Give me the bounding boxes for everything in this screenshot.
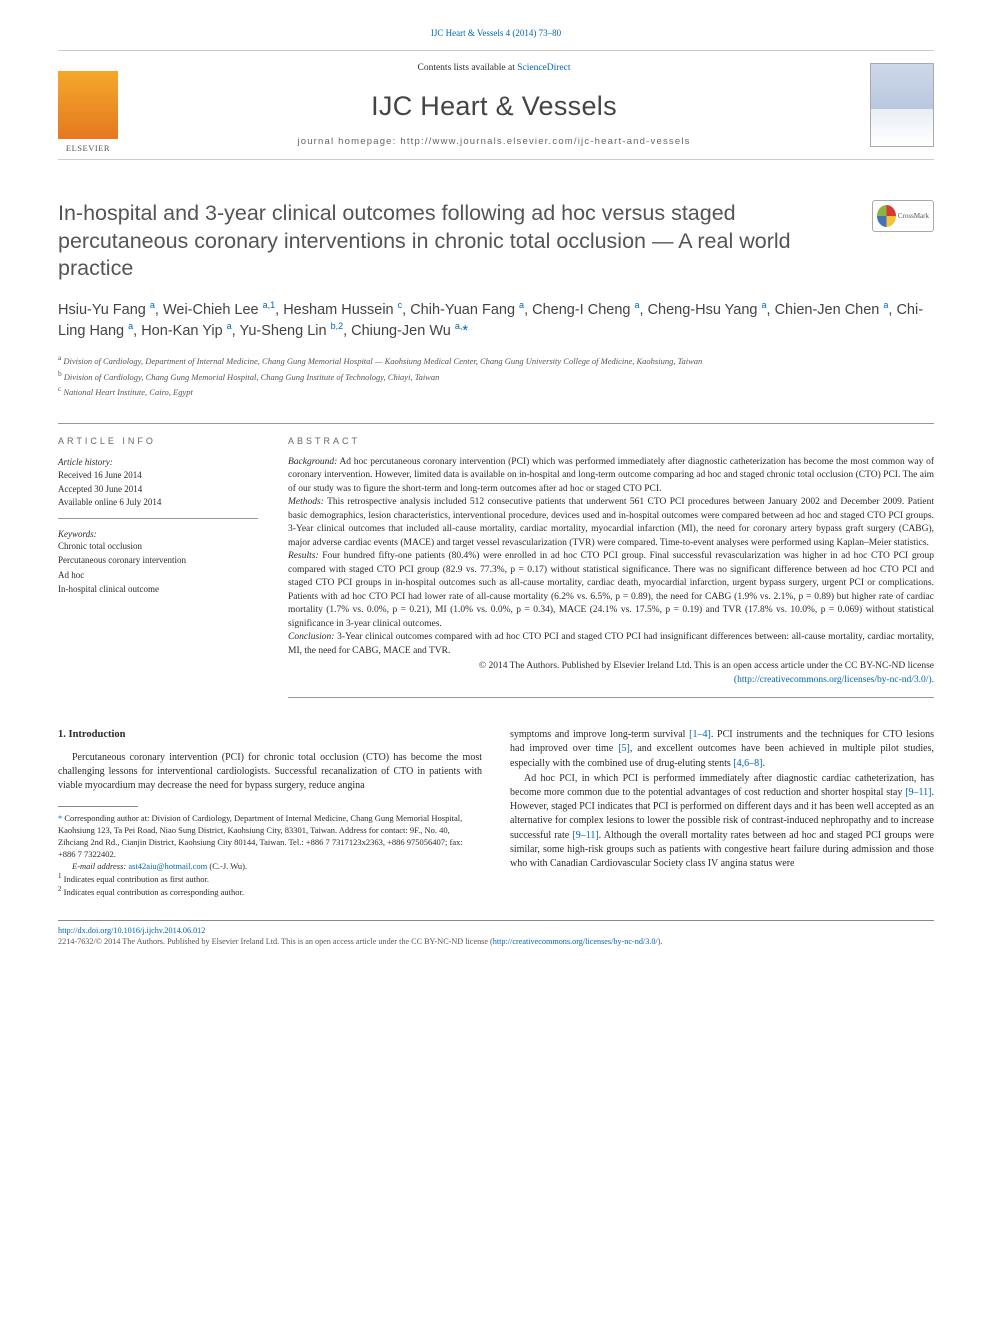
crossmark-icon: [877, 205, 896, 227]
page-footer: http://dx.doi.org/10.1016/j.ijchv.2014.0…: [58, 920, 934, 948]
keywords-label: Keywords:: [58, 529, 258, 539]
abstract-text: Background: Ad hoc percutaneous coronary…: [288, 456, 934, 658]
sciencedirect-link[interactable]: ScienceDirect: [517, 63, 570, 73]
right-column: symptoms and improve long-term survival …: [510, 728, 934, 898]
contents-prefix: Contents lists available at: [417, 63, 517, 73]
journal-citation: IJC Heart & Vessels 4 (2014) 73–80: [58, 28, 934, 38]
ref-9-11a[interactable]: [9–11]: [905, 787, 931, 798]
online-date: Available online 6 July 2014: [58, 496, 258, 510]
received-date: Received 16 June 2014: [58, 469, 258, 483]
doi-link[interactable]: http://dx.doi.org/10.1016/j.ijchv.2014.0…: [58, 926, 205, 935]
ref-4-6-8[interactable]: [4,6–8]: [733, 758, 762, 769]
footer-license-link[interactable]: http://creativecommons.org/licenses/by-n…: [493, 937, 658, 946]
abstract-heading: ABSTRACT: [288, 436, 934, 446]
intro-para-1-cont: symptoms and improve long-term survival …: [510, 728, 934, 771]
article-info-heading: ARTICLE INFO: [58, 436, 258, 446]
authors: Hsiu-Yu Fang a, Wei-Chieh Lee a,1, Hesha…: [58, 299, 934, 343]
keywords: Chronic total occlusion Percutaneous cor…: [58, 539, 258, 597]
journal-header: Contents lists available at ScienceDirec…: [58, 50, 934, 160]
affiliations: aDivision of Cardiology, Department of I…: [58, 352, 934, 399]
ref-1-4[interactable]: [1–4]: [689, 729, 711, 740]
crossmark-label: CrossMark: [898, 212, 929, 220]
left-column: 1. Introduction Percutaneous coronary in…: [58, 728, 482, 898]
abstract-copyright: © 2014 The Authors. Published by Elsevie…: [288, 660, 934, 687]
abstract: ABSTRACT Background: Ad hoc percutaneous…: [288, 424, 934, 698]
crossmark-badge[interactable]: CrossMark: [872, 200, 934, 232]
ref-5[interactable]: [5]: [618, 743, 630, 754]
license-link[interactable]: (http://creativecommons.org/licenses/by-…: [734, 675, 934, 685]
journal-homepage: journal homepage: http://www.journals.el…: [118, 136, 870, 147]
footnote-rule: [58, 806, 138, 807]
contents-line: Contents lists available at ScienceDirec…: [118, 63, 870, 73]
elsevier-logo: [58, 71, 118, 139]
accepted-date: Accepted 30 June 2014: [58, 483, 258, 497]
email-link[interactable]: ast42aiu@hotmail.com: [128, 861, 207, 871]
article-info: ARTICLE INFO Article history: Received 1…: [58, 424, 258, 698]
footnotes: * Corresponding author at: Division of C…: [58, 812, 482, 898]
journal-name: IJC Heart & Vessels: [118, 91, 870, 122]
journal-cover-thumb: [870, 63, 934, 147]
ref-9-11b[interactable]: [9–11]: [572, 830, 598, 841]
history-label: Article history:: [58, 456, 258, 470]
article-title: In-hospital and 3-year clinical outcomes…: [58, 200, 872, 283]
intro-para-1: Percutaneous coronary intervention (PCI)…: [58, 751, 482, 794]
section-1-title: 1. Introduction: [58, 728, 482, 743]
intro-para-2: Ad hoc PCI, in which PCI is performed im…: [510, 772, 934, 871]
